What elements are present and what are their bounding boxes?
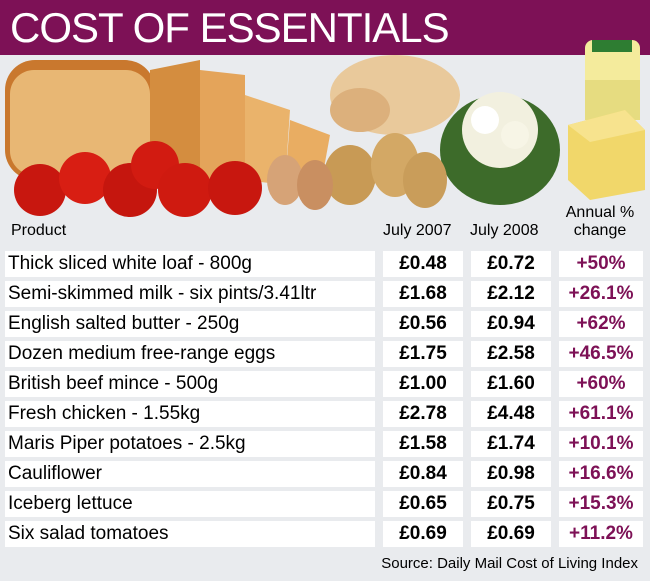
table-row: Semi-skimmed milk - six pints/3.41ltr £1… <box>5 279 645 309</box>
annual-change: +61.1% <box>559 401 643 427</box>
table-row: British beef mince - 500g £1.00 £1.60 +6… <box>5 369 645 399</box>
product-name: Maris Piper potatoes - 2.5kg <box>5 431 375 457</box>
butter-image <box>568 110 645 200</box>
product-name: Semi-skimmed milk - six pints/3.41ltr <box>5 281 375 307</box>
product-name: Thick sliced white loaf - 800g <box>5 251 375 277</box>
column-header-july-2007: July 2007 <box>383 222 452 239</box>
annual-change: +16.6% <box>559 461 643 487</box>
annual-change: +60% <box>559 371 643 397</box>
product-name: Cauliflower <box>5 461 375 487</box>
potatoes-image <box>324 133 447 208</box>
table-row: Cauliflower £0.84 £0.98 +16.6% <box>5 459 645 489</box>
price-july-2007: £1.00 <box>383 371 463 397</box>
price-july-2007: £0.48 <box>383 251 463 277</box>
product-name: Dozen medium free-range eggs <box>5 341 375 367</box>
table-row: Thick sliced white loaf - 800g £0.48 £0.… <box>5 249 645 279</box>
price-july-2008: £0.72 <box>471 251 551 277</box>
table-row: Fresh chicken - 1.55kg £2.78 £4.48 +61.1… <box>5 399 645 429</box>
price-july-2008: £0.75 <box>471 491 551 517</box>
price-july-2007: £1.58 <box>383 431 463 457</box>
bread-loaf-image <box>5 60 330 190</box>
table-row: Maris Piper potatoes - 2.5kg £1.58 £1.74… <box>5 429 645 459</box>
price-july-2007: £1.75 <box>383 341 463 367</box>
annual-change: +10.1% <box>559 431 643 457</box>
annual-change: +46.5% <box>559 341 643 367</box>
price-july-2007: £0.56 <box>383 311 463 337</box>
groceries-illustration <box>5 40 645 217</box>
column-header-annual-change: Annual % change <box>556 204 644 240</box>
page-title: COST OF ESSENTIALS <box>10 4 450 51</box>
annual-change: +11.2% <box>559 521 643 547</box>
price-july-2007: £1.68 <box>383 281 463 307</box>
price-july-2008: £0.98 <box>471 461 551 487</box>
column-header-annual-change-line1: Annual % <box>565 204 635 221</box>
price-july-2008: £2.12 <box>471 281 551 307</box>
annual-change: +15.3% <box>559 491 643 517</box>
price-july-2008: £1.74 <box>471 431 551 457</box>
price-july-2008: £4.48 <box>471 401 551 427</box>
price-july-2008: £1.60 <box>471 371 551 397</box>
price-july-2008: £0.94 <box>471 311 551 337</box>
price-july-2007: £0.65 <box>383 491 463 517</box>
price-july-2007: £0.69 <box>383 521 463 547</box>
annual-change: +50% <box>559 251 643 277</box>
price-table: Thick sliced white loaf - 800g £0.48 £0.… <box>5 249 645 549</box>
title-banner <box>0 0 650 55</box>
product-name: Six salad tomatoes <box>5 521 375 547</box>
price-july-2008: £2.58 <box>471 341 551 367</box>
price-july-2007: £0.84 <box>383 461 463 487</box>
product-name: Fresh chicken - 1.55kg <box>5 401 375 427</box>
table-row: Iceberg lettuce £0.65 £0.75 +15.3% <box>5 489 645 519</box>
chicken-image <box>330 55 460 135</box>
table-row: English salted butter - 250g £0.56 £0.94… <box>5 309 645 339</box>
column-header-product: Product <box>11 222 67 239</box>
price-july-2007: £2.78 <box>383 401 463 427</box>
eggs-image <box>267 155 333 210</box>
column-header-july-2008: July 2008 <box>470 222 539 239</box>
milk-bottle-image <box>585 40 640 120</box>
annual-change: +62% <box>559 311 643 337</box>
annual-change: +26.1% <box>559 281 643 307</box>
product-name: Iceberg lettuce <box>5 491 375 517</box>
price-july-2008: £0.69 <box>471 521 551 547</box>
tomatoes-image <box>14 141 262 217</box>
source-note: Source: Daily Mail Cost of Living Index <box>381 555 638 572</box>
cauliflower-image <box>440 92 560 205</box>
column-header-annual-change-line2: change <box>573 222 627 239</box>
product-name: British beef mince - 500g <box>5 371 375 397</box>
table-row: Six salad tomatoes £0.69 £0.69 +11.2% <box>5 519 645 549</box>
product-name: English salted butter - 250g <box>5 311 375 337</box>
table-row: Dozen medium free-range eggs £1.75 £2.58… <box>5 339 645 369</box>
